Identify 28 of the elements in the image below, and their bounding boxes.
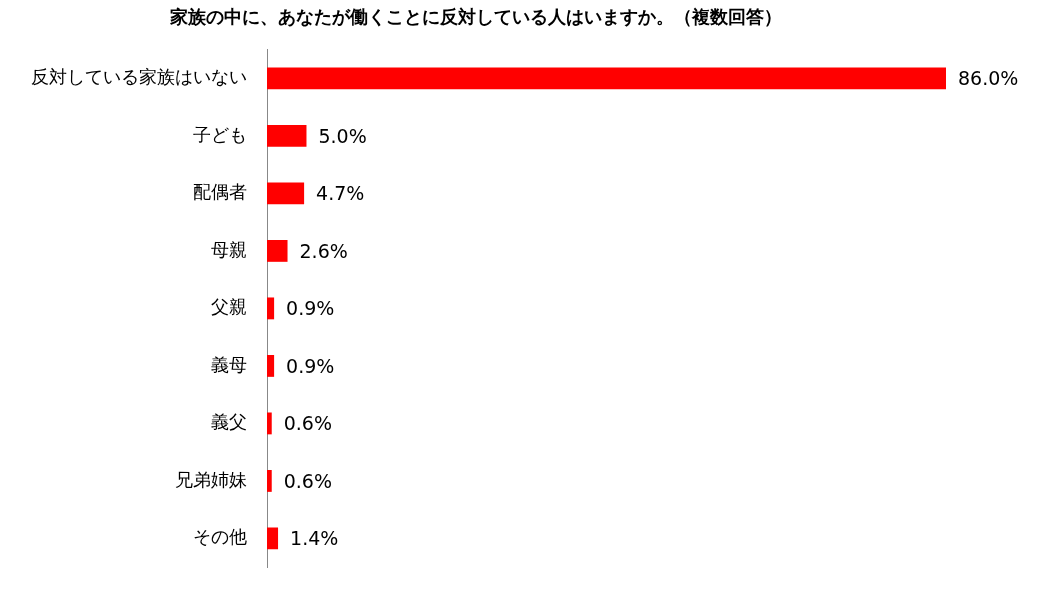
bar <box>267 412 272 435</box>
data-label: 1.4% <box>290 527 339 550</box>
data-label: 5.0% <box>318 124 367 147</box>
data-label: 0.6% <box>283 412 333 435</box>
y-tick-label: 義父 <box>211 411 247 433</box>
y-tick-label: 反対している家族はいない <box>31 66 247 88</box>
y-tick-label: 配偶者 <box>193 181 247 203</box>
y-tick-label: その他 <box>193 526 247 548</box>
y-tick-label: 兄弟姉妹 <box>175 468 247 490</box>
bar <box>267 470 272 492</box>
data-label: 86.0% <box>958 67 1019 90</box>
y-tick-label: 母親 <box>211 238 247 260</box>
data-label: 0.9% <box>286 297 335 320</box>
data-label: 0.6% <box>283 469 333 492</box>
y-tick-label: 父親 <box>211 296 247 318</box>
chart-title: 家族の中に、あなたが働くことに反対している人はいますか。（複数回答） <box>168 6 782 28</box>
bar <box>267 124 307 147</box>
bar <box>267 527 279 550</box>
data-label: 2.6% <box>299 239 348 262</box>
bar <box>267 239 288 262</box>
bar <box>267 354 275 377</box>
bar <box>267 297 275 320</box>
y-tick-label: 義母 <box>211 353 247 375</box>
bar <box>267 182 305 205</box>
data-label: 0.9% <box>286 354 335 377</box>
bar <box>267 67 946 90</box>
y-tick-label: 子ども <box>193 123 247 145</box>
data-label: 4.7% <box>316 182 365 205</box>
